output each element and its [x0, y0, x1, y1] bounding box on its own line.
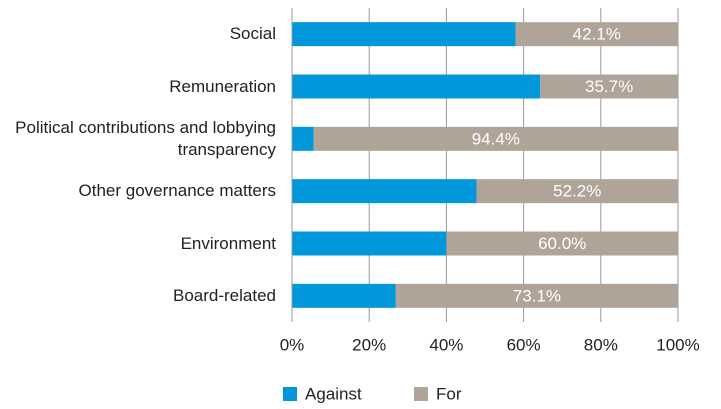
- legend-label: For: [436, 384, 462, 403]
- bar-segment: [515, 22, 678, 47]
- bar-segment: [540, 74, 678, 99]
- data-label: 73.1%: [513, 286, 561, 305]
- x-tick-label: 20%: [352, 335, 386, 354]
- data-label: 35.7%: [585, 77, 633, 96]
- bar-segment: [313, 126, 678, 151]
- x-tick-label: 80%: [584, 335, 618, 354]
- bar-segment: [292, 179, 477, 204]
- data-label: 42.1%: [573, 25, 621, 44]
- bar-segment: [292, 22, 516, 47]
- bar-segment: [292, 283, 396, 308]
- data-label: 60.0%: [538, 234, 586, 253]
- y-tick-label: Environment: [180, 233, 276, 253]
- bar-segment: [446, 231, 678, 256]
- data-label: 52.2%: [553, 182, 601, 201]
- bar-segment: [476, 179, 678, 204]
- bar-segment: [292, 74, 541, 99]
- data-label: 94.4%: [472, 129, 520, 148]
- y-tick-label: Board-related: [172, 285, 276, 305]
- y-tick-label: Political contributions and lobbying tra…: [15, 117, 276, 159]
- x-tick-label: 0%: [280, 335, 305, 354]
- bar-segment: [395, 283, 678, 308]
- y-tick-label: Social: [229, 24, 276, 44]
- x-tick-label: 60%: [507, 335, 541, 354]
- legend-label: Against: [305, 384, 362, 403]
- y-tick-label: Other governance matters: [78, 181, 276, 201]
- x-tick-label: 100%: [656, 335, 699, 354]
- bar-segment: [292, 126, 314, 151]
- x-tick-label: 40%: [429, 335, 463, 354]
- bar-segment: [292, 231, 447, 256]
- y-tick-label: Remuneration: [169, 76, 276, 96]
- legend-swatch: [414, 387, 428, 401]
- legend-swatch: [283, 387, 297, 401]
